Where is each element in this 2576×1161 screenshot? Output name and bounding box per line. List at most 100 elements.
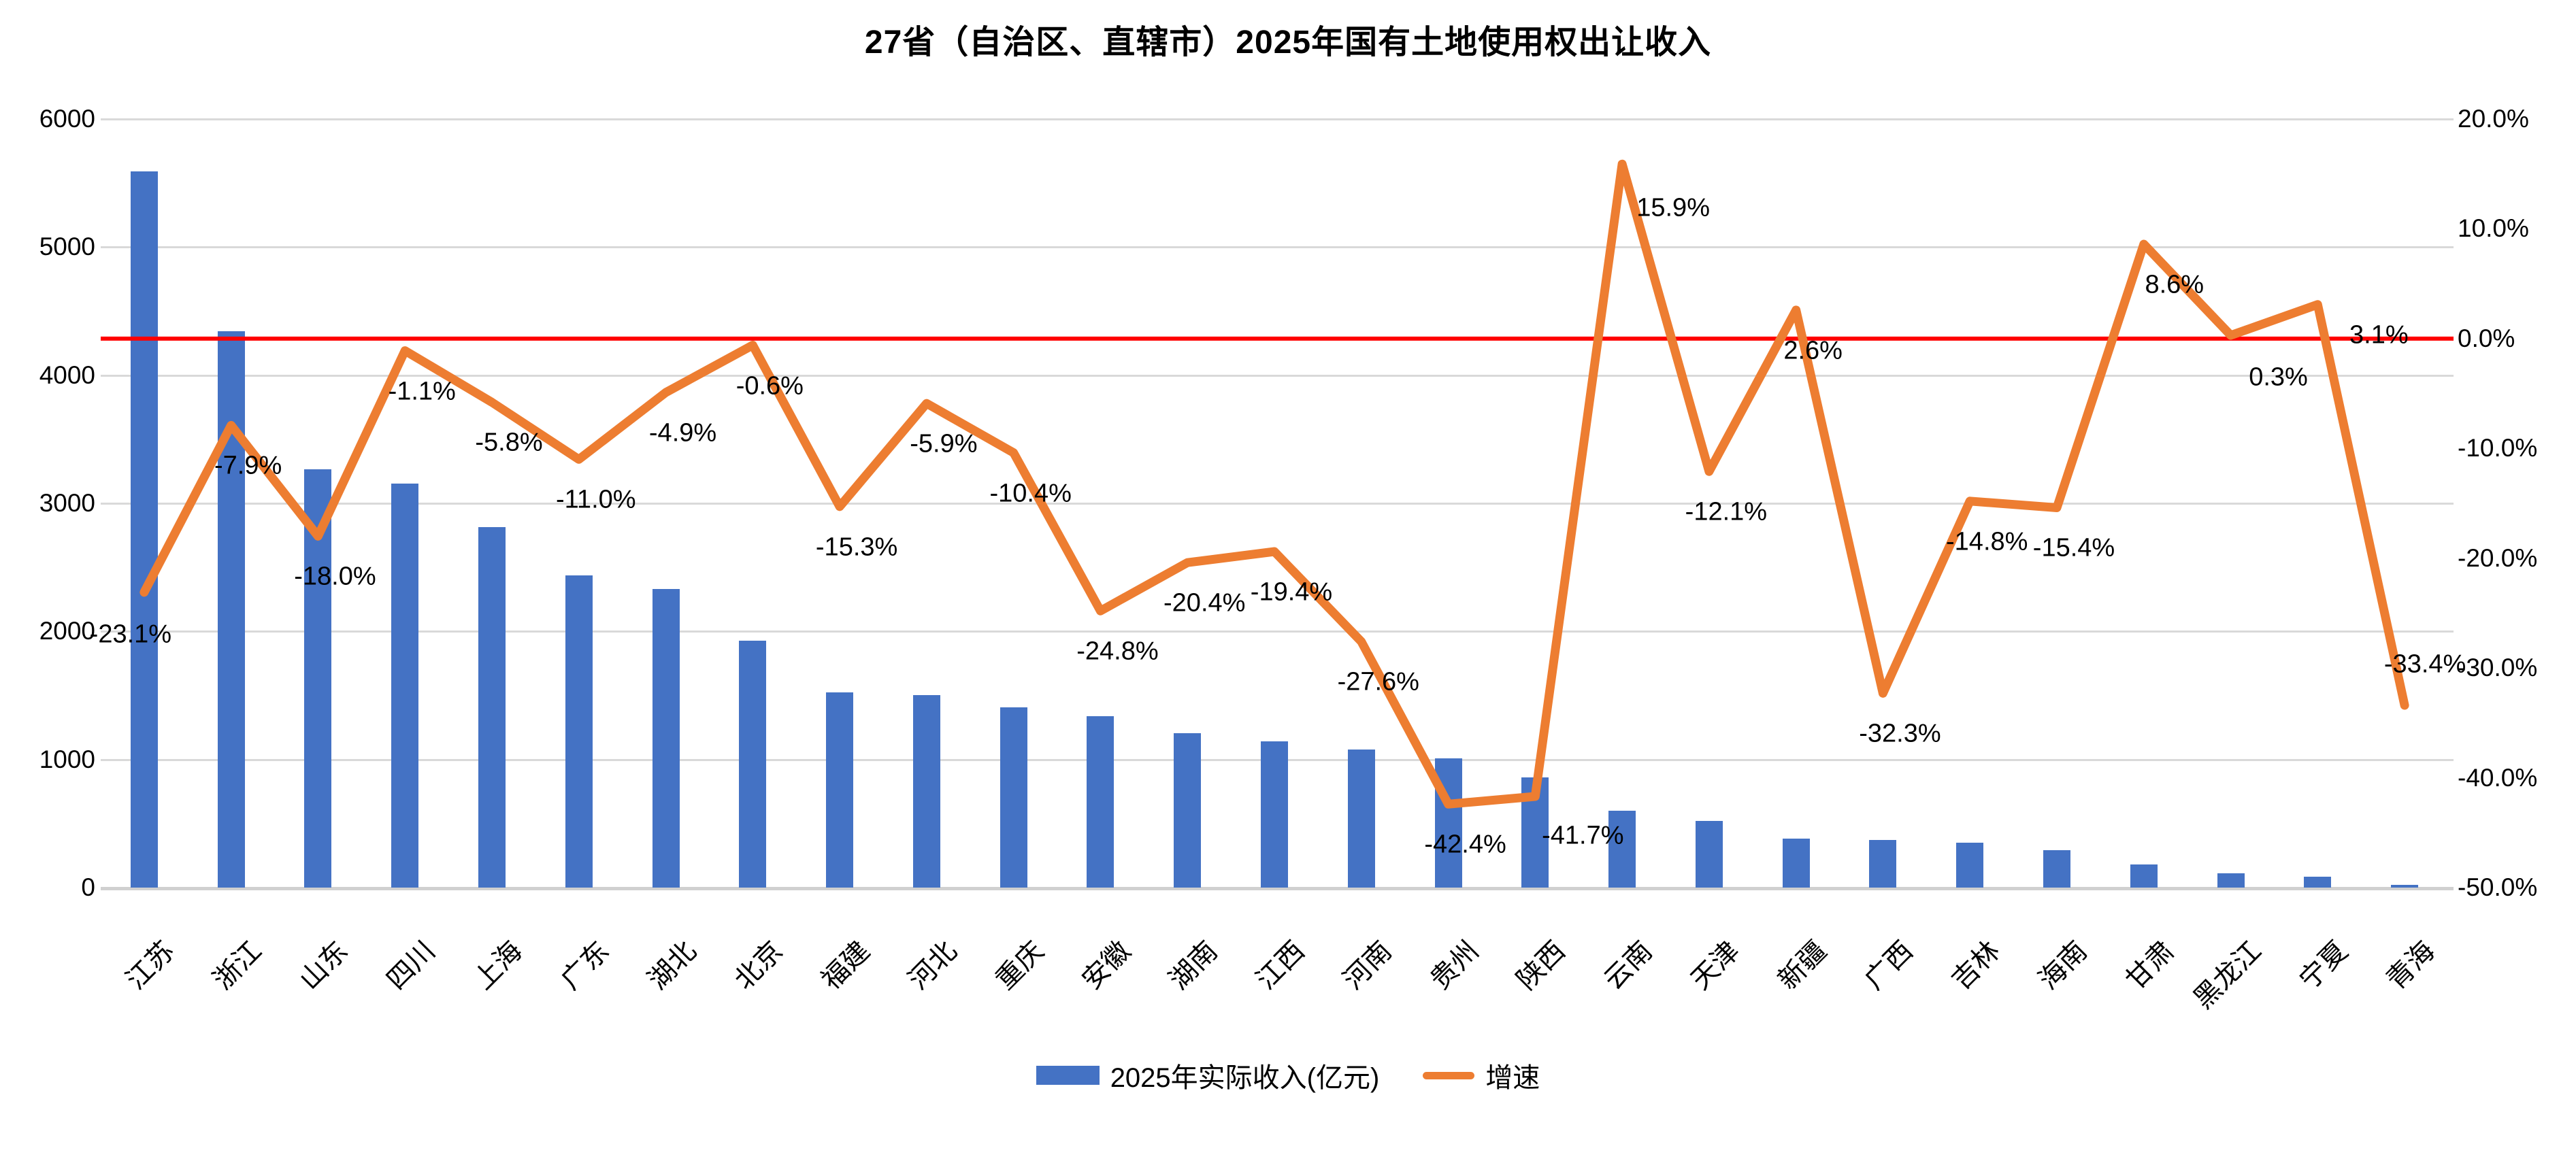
bar-湖北 xyxy=(652,589,680,888)
chart-title: 27省（自治区、直辖市）2025年国有土地使用权出让收入 xyxy=(864,24,1712,61)
bar-甘肃 xyxy=(2130,864,2158,888)
category-label: 江西 xyxy=(1251,935,1310,996)
growth-rate-label: -24.8% xyxy=(1076,637,1159,666)
bar-海南 xyxy=(2043,850,2070,888)
bar-重庆 xyxy=(1000,707,1027,888)
bar-青海 xyxy=(2391,885,2419,888)
bar-四川 xyxy=(391,483,419,888)
gridline xyxy=(101,630,2454,633)
legend-bar-swatch-icon xyxy=(1036,1066,1100,1085)
right-axis-tick-label: -30.0% xyxy=(2458,654,2538,682)
bar-安徽 xyxy=(1087,716,1114,888)
legend-growth-label: 增速 xyxy=(1485,1063,1540,1093)
bar-广东 xyxy=(565,575,593,888)
gridline xyxy=(101,118,2454,120)
right-axis-tick-label: -10.0% xyxy=(2458,434,2538,462)
legend-item-growth: 增速 xyxy=(1423,1056,1540,1095)
legend: 2025年实际收入(亿元) 增速 xyxy=(0,1056,2576,1095)
growth-rate-label: -14.8% xyxy=(1946,527,2028,556)
legend-revenue-label: 2025年实际收入(亿元) xyxy=(1110,1063,1380,1093)
right-axis-tick-label: 0.0% xyxy=(2458,324,2515,352)
gridline xyxy=(101,503,2454,505)
category-label: 北京 xyxy=(729,935,789,996)
growth-rate-label: -0.6% xyxy=(736,371,804,401)
growth-rate-label: -27.6% xyxy=(1337,667,1419,696)
gridline xyxy=(101,246,2454,249)
category-label: 重庆 xyxy=(989,935,1050,996)
left-axis-tick-label: 6000 xyxy=(39,105,95,133)
growth-rate-label: -19.4% xyxy=(1250,577,1333,607)
growth-rate-label: -20.4% xyxy=(1163,588,1246,618)
category-label: 陕西 xyxy=(1511,935,1572,996)
left-axis-tick-label: 0 xyxy=(81,873,95,901)
growth-rate-label: -41.7% xyxy=(1542,821,1624,850)
category-label: 上海 xyxy=(468,935,528,996)
growth-rate-label: -23.1% xyxy=(89,620,172,649)
category-label: 黑龙江 xyxy=(2187,935,2267,1015)
growth-rate-label: -18.0% xyxy=(294,562,376,591)
growth-rate-label: -1.1% xyxy=(388,377,456,406)
category-label: 新疆 xyxy=(1772,935,1832,996)
growth-rate-label: 0.3% xyxy=(2249,363,2308,392)
bar-黑龙江 xyxy=(2217,873,2245,888)
category-label: 山东 xyxy=(294,935,354,996)
category-label: 湖南 xyxy=(1163,935,1224,996)
category-label: 云南 xyxy=(1598,935,1659,996)
bar-江苏 xyxy=(130,171,158,888)
bar-山东 xyxy=(304,469,332,888)
left-axis-tick-label: 5000 xyxy=(39,233,95,261)
bar-贵州 xyxy=(1434,758,1462,888)
growth-rate-label: -4.9% xyxy=(648,418,717,448)
category-label: 浙江 xyxy=(207,935,267,996)
left-axis-tick-label: 3000 xyxy=(39,489,95,517)
bar-湖南 xyxy=(1174,733,1202,888)
category-label: 青海 xyxy=(2381,935,2441,996)
category-label: 甘肃 xyxy=(2119,935,2180,996)
category-label: 四川 xyxy=(381,935,442,996)
left-axis-tick-label: 2000 xyxy=(39,617,95,645)
bar-云南 xyxy=(1608,811,1636,888)
bar-宁夏 xyxy=(2304,876,2332,888)
growth-rate-label: 3.1% xyxy=(2349,320,2409,350)
growth-rate-label: -12.1% xyxy=(1685,497,1768,526)
right-axis-tick-label: -20.0% xyxy=(2458,543,2538,572)
category-label: 江苏 xyxy=(120,935,180,996)
category-label: 宁夏 xyxy=(2294,935,2354,996)
category-label: 贵州 xyxy=(1424,935,1485,996)
bar-福建 xyxy=(826,692,854,888)
growth-rate-label: 2.6% xyxy=(1783,336,1843,365)
category-label: 广西 xyxy=(1859,935,1919,996)
bar-江西 xyxy=(1261,741,1288,888)
growth-rate-label: -15.3% xyxy=(815,533,898,562)
bar-天津 xyxy=(1695,821,1723,888)
legend-item-revenue: 2025年实际收入(亿元) xyxy=(1036,1056,1380,1095)
right-axis-tick-label: -40.0% xyxy=(2458,763,2538,792)
growth-rate-label: -42.4% xyxy=(1424,830,1506,859)
right-axis-tick-label: 20.0% xyxy=(2458,105,2529,133)
category-label: 河北 xyxy=(903,935,963,996)
category-label: 天津 xyxy=(1685,935,1745,996)
category-label: 河南 xyxy=(1337,935,1398,996)
bar-新疆 xyxy=(1782,839,1810,888)
growth-rate-label: -5.8% xyxy=(475,428,543,457)
right-axis-tick-label: -50.0% xyxy=(2458,873,2538,901)
growth-rate-label: -10.4% xyxy=(989,479,1072,508)
category-label: 福建 xyxy=(816,935,876,996)
growth-rate-label: -5.9% xyxy=(910,429,978,458)
x-axis-line xyxy=(101,887,2454,890)
growth-rate-label: -15.4% xyxy=(2032,533,2115,562)
bar-广西 xyxy=(1869,840,1897,888)
right-axis-tick-label: 10.0% xyxy=(2458,214,2529,243)
growth-rate-label: -11.0% xyxy=(555,485,636,514)
category-label: 广东 xyxy=(555,935,615,996)
growth-rate-label: -32.3% xyxy=(1859,719,1941,748)
bar-北京 xyxy=(739,641,767,888)
growth-rate-label: -7.9% xyxy=(214,451,282,480)
category-label: 安徽 xyxy=(1076,935,1137,996)
growth-rate-label: -33.4% xyxy=(2383,650,2466,679)
category-label: 海南 xyxy=(2033,935,2093,996)
legend-line-swatch-icon xyxy=(1423,1071,1475,1079)
left-axis-tick-label: 1000 xyxy=(39,745,95,773)
bar-河北 xyxy=(912,694,940,888)
bar-浙江 xyxy=(217,331,245,888)
